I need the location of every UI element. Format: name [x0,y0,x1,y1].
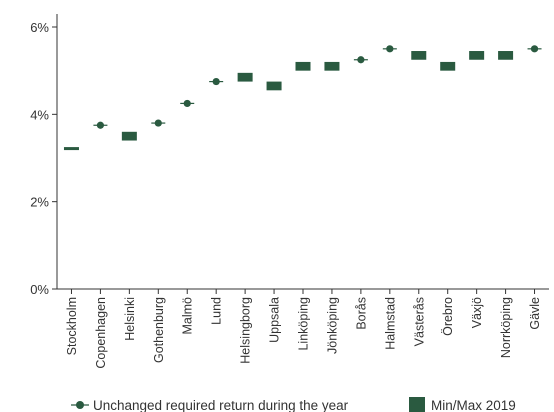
category-labels: Stockholm Copenhagen Helsinki Gothenburg Mal… [65,289,542,369]
category-label: Växjö [470,297,484,328]
category-label: Uppsala [268,297,282,343]
range-box [411,51,427,60]
y-ticks: 0% 2% 4% 6% [30,20,57,297]
y-tick-label: 0% [30,282,49,297]
y-tick-label: 2% [30,195,49,210]
range-box [121,131,137,141]
legend-item-marker: Unchanged required return during the yea… [71,398,349,412]
category-label: Borås [354,297,368,330]
category-label: Linköping [297,297,311,351]
category-label: Örebro [441,297,455,336]
range-box [237,72,253,82]
legend-marker-dot [76,401,84,409]
category-label: Halmstad [383,297,397,350]
marker-dot [154,119,162,127]
marker-dot [530,45,539,53]
category-label: Norrköping [499,297,513,358]
marker-dot [386,45,394,53]
y-tick-label: 4% [30,107,49,122]
range-box [440,61,456,71]
y-tick-label: 6% [30,20,49,35]
marker-dot [212,77,220,86]
legend-range-swatch [409,397,425,412]
category-label: Stockholm [65,297,79,355]
markers [93,45,542,129]
category-label: Helsinki [123,297,137,341]
legend-label-marker: Unchanged required return during the yea… [93,398,349,412]
range-box [498,51,514,60]
category-label: Gävle [528,297,542,330]
range-box [469,51,485,60]
category-label: Helsingborg [239,297,253,364]
category-label: Västerås [412,297,426,346]
range-boxes [63,51,514,151]
marker-dot [96,121,105,129]
category-label: Malmö [181,297,195,335]
category-label: Jönköping [325,297,339,354]
range-box [266,81,282,91]
marker-dot [357,56,365,64]
category-label: Gothenburg [152,297,166,363]
range-box [63,147,79,151]
marker-dot [183,99,191,108]
range-box [324,61,340,71]
category-label: Copenhagen [94,297,108,369]
range-box [295,61,311,71]
legend-label-range: Min/Max 2019 [431,398,516,412]
category-label: Lund [210,297,224,325]
legend: Unchanged required return during the yea… [71,397,516,412]
legend-item-range: Min/Max 2019 [409,397,516,412]
